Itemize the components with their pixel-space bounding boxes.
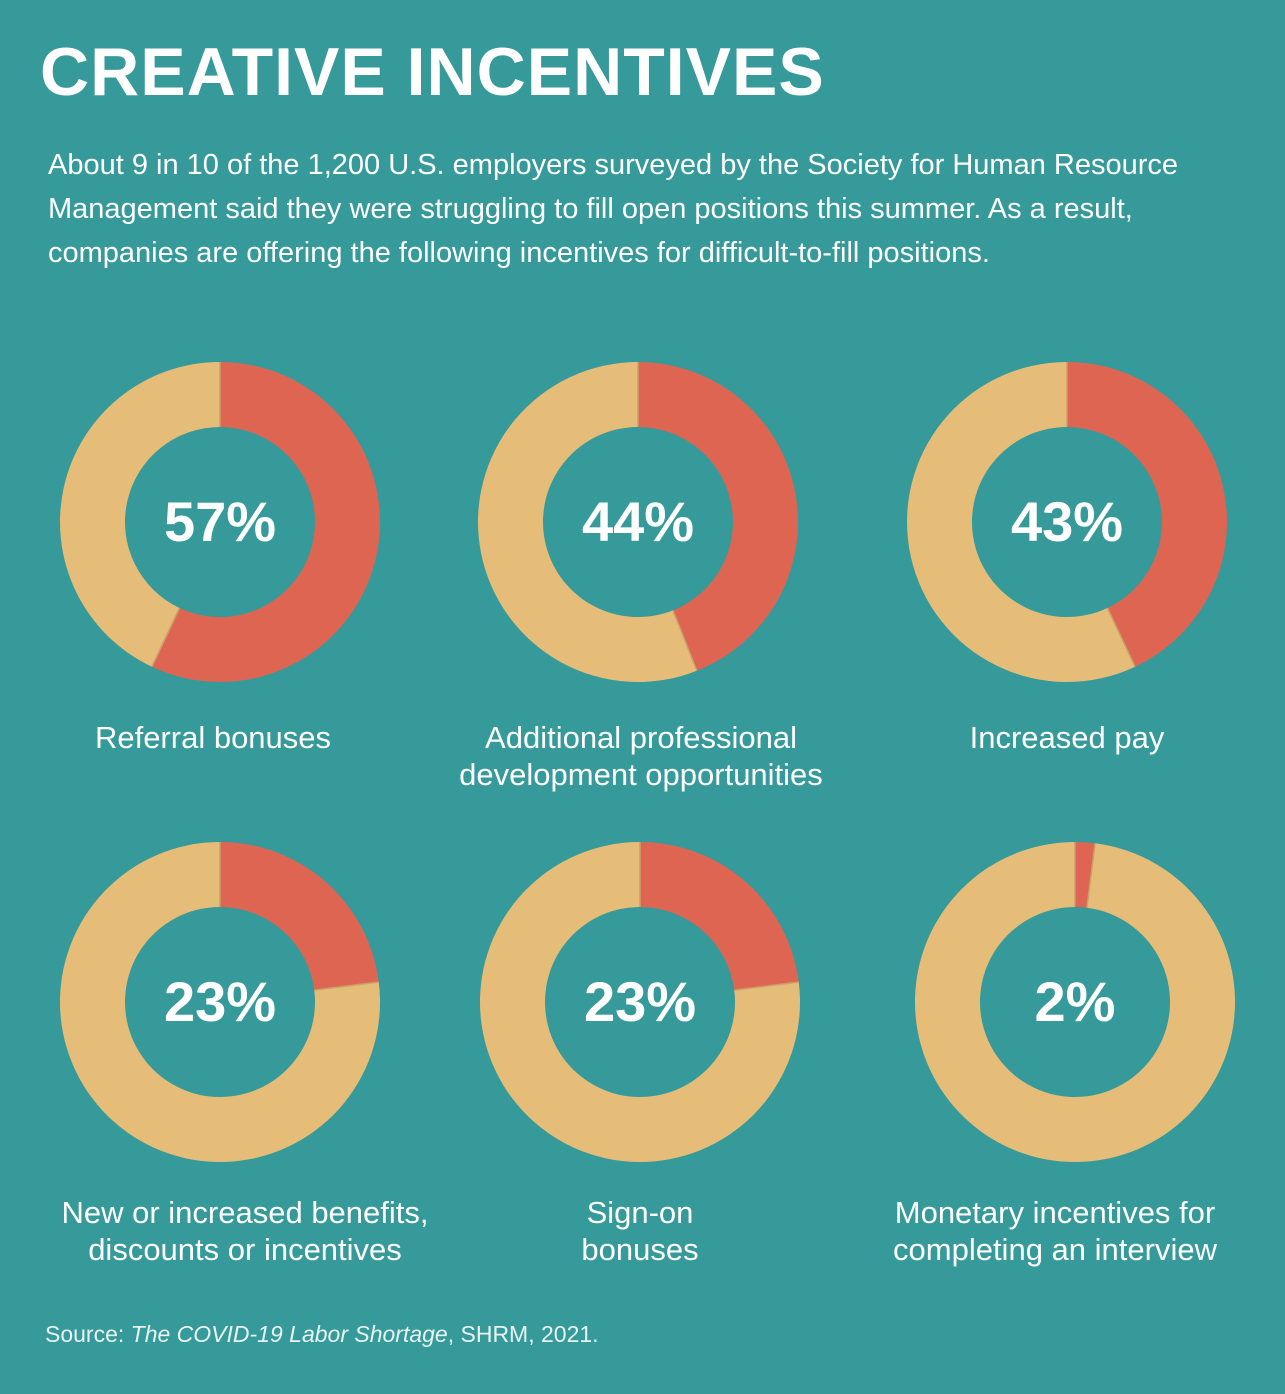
remainder-slice (915, 842, 1235, 1162)
category-label: Additional professional development oppo… (459, 720, 823, 792)
intro-paragraph: About 9 in 10 of the 1,200 U.S. employer… (48, 149, 1178, 269)
category-label: Increased pay (969, 720, 1165, 755)
remainder-slice (480, 842, 800, 1162)
donut-chart-interview-incentives: 2% (895, 842, 1255, 1172)
donut-chart-increased-pay: 43% (887, 362, 1247, 692)
slice-divider (1106, 607, 1136, 668)
donut-chart-referral-bonuses: 57% (40, 362, 400, 692)
percent-label: 23% (163, 970, 277, 1033)
source-note: Source: The COVID-19 Labor Shortage, SHR… (45, 1321, 599, 1348)
remainder-slice (907, 362, 1136, 682)
source-prefix: Source: (45, 1321, 131, 1347)
value-slice (1067, 362, 1227, 667)
donut-svg (60, 362, 381, 682)
percent-label: 2% (1034, 970, 1116, 1033)
value-slice (638, 362, 798, 671)
value-slice (1075, 842, 1096, 908)
source-title: The COVID-19 Labor Shortage (130, 1321, 448, 1347)
source-suffix: , SHRM, 2021. (447, 1321, 599, 1347)
category-label: Sign-on bonuses (581, 1195, 699, 1267)
donut-svg (907, 362, 1227, 682)
remainder-slice (478, 362, 697, 682)
slice-divider (1086, 843, 1096, 908)
slice-divider (314, 981, 379, 991)
slice-divider (151, 607, 181, 668)
percent-label: 23% (583, 970, 697, 1033)
value-slice (151, 362, 381, 682)
value-slice (640, 842, 799, 991)
remainder-slice (60, 362, 220, 667)
category-label: Referral bonuses (94, 720, 332, 755)
category-label: New or increased benefits, discounts or … (61, 1195, 429, 1267)
donut-svg (478, 362, 798, 682)
page-title: CREATIVE INCENTIVES (40, 34, 825, 110)
donut-chart-professional-development: 44% (458, 362, 818, 692)
value-slice (220, 842, 379, 991)
donut-chart-sign-on-bonuses: 23% (460, 842, 820, 1172)
category-label: Monetary incentives for completing an in… (893, 1195, 1217, 1267)
remainder-slice (60, 842, 381, 1162)
donut-svg (480, 842, 800, 1162)
percent-label: 44% (581, 490, 695, 553)
percent-label: 43% (1010, 490, 1124, 553)
donut-chart-benefits: 23% (40, 842, 400, 1172)
slice-divider (734, 981, 799, 991)
percent-label: 57% (163, 490, 277, 553)
donut-svg (60, 842, 381, 1162)
donut-svg (915, 842, 1235, 1162)
slice-divider (672, 610, 698, 672)
